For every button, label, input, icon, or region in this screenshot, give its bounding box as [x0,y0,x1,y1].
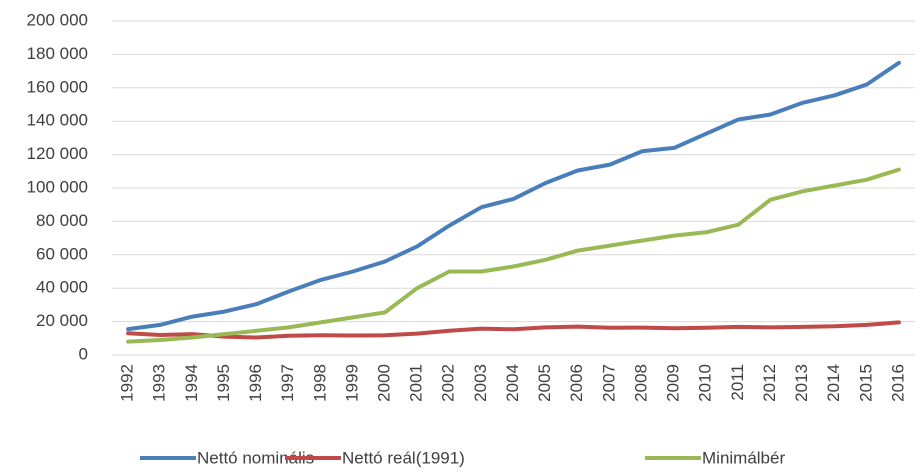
x-tick-label: 2013 [792,364,811,402]
x-tick-label: 2015 [856,364,875,402]
y-tick-label: 60 000 [36,244,88,263]
x-tick-label: 1992 [118,364,137,402]
x-tick-label: 1993 [150,364,169,402]
y-tick-label: 160 000 [27,77,88,96]
x-tick-label: 2000 [375,364,394,402]
x-tick-label: 1999 [342,364,361,402]
x-tick-label: 2011 [728,364,747,401]
y-tick-label: 80 000 [36,211,88,230]
x-tick-label: 2007 [599,364,618,402]
x-tick-label: 2014 [824,364,843,402]
legend-label: Minimálbér [702,448,785,467]
y-tick-label: 200 000 [27,10,88,29]
y-tick-label: 100 000 [27,177,88,196]
line-series [126,167,901,344]
x-tick-label: 1994 [182,364,201,402]
y-tick-label: 120 000 [27,144,88,163]
x-tick-label: 2005 [535,364,554,402]
y-tick-label: 40 000 [36,278,88,297]
x-tick-label: 1997 [278,364,297,402]
x-tick-label: 2008 [631,364,650,402]
x-tick-label: 2016 [888,364,907,402]
legend-label: Nettó reál(1991) [342,448,465,467]
x-tick-label: 2012 [760,364,779,402]
x-tick-label: 1995 [214,364,233,402]
x-tick-label: 2003 [471,364,490,402]
y-tick-label: 20 000 [36,311,88,330]
y-tick-label: 140 000 [27,111,88,130]
legend-label: Nettó nominális [197,448,314,467]
x-tick-label: 1996 [246,364,265,402]
x-tick-label: 2001 [407,364,426,402]
line-series [126,320,901,340]
x-tick-label: 1998 [310,364,329,402]
line-series [126,60,901,332]
x-tick-label: 2010 [696,364,715,402]
x-tick-label: 2006 [567,364,586,402]
y-tick-label: 180 000 [27,44,88,63]
x-tick-label: 2009 [664,364,683,402]
x-tick-label: 2002 [439,364,458,402]
x-tick-label: 2004 [503,364,522,402]
y-tick-label: 0 [79,344,88,363]
